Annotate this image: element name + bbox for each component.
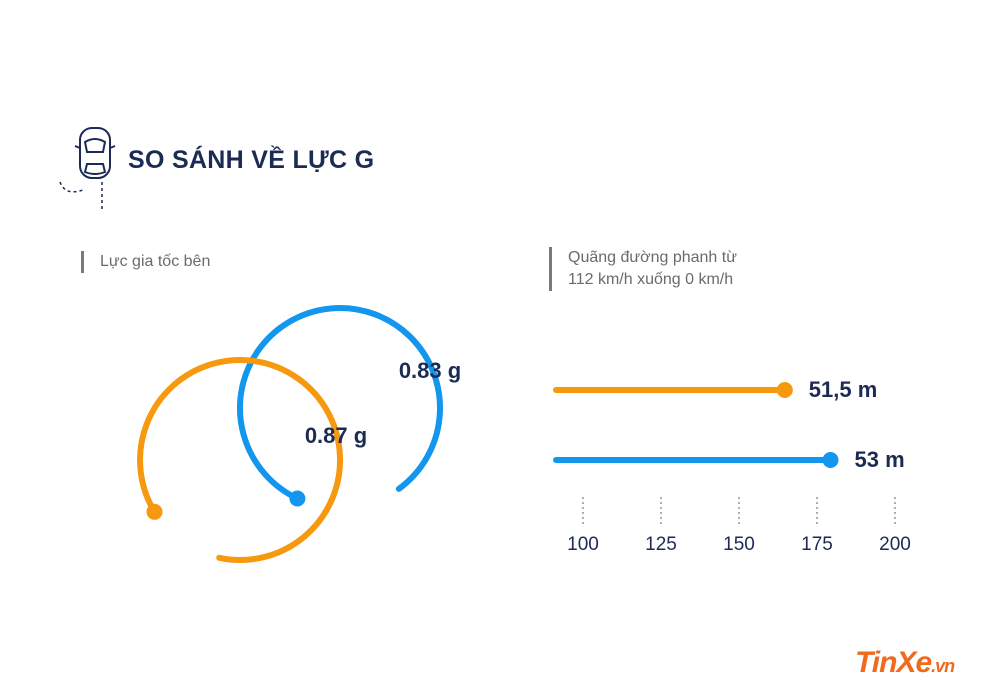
value-label-blue: 0.83 g [399,358,461,383]
watermark-logo: TinXe.vn [855,646,955,680]
x-tick-label-125: 125 [645,534,677,555]
watermark-suffix: .vn [931,656,955,676]
bar-value-label-blue: 53 m [855,447,905,472]
arc-orange [137,357,343,563]
x-tick-label-200: 200 [879,534,911,555]
arc-orange-end-dot [146,503,163,520]
page-title: SO SÁNH VỀ LỰC G [128,146,375,174]
value-label-orange: 0.87 g [305,423,367,448]
bar-end-dot-blue [822,452,839,468]
bars: 51,5 m 53 m [553,377,905,472]
watermark-brand: TinXe [855,646,932,679]
bar-value-label-orange: 51,5 m [809,377,878,402]
braking-label-line-2: 112 km/h xuống 0 km/h [568,271,734,288]
bar-end-dot-orange [776,382,793,398]
x-tick-label-175: 175 [801,534,833,555]
braking-label-line-1: Quãng đường phanh từ [568,249,737,266]
x-tick-label-100: 100 [567,534,599,555]
x-axis-ticks: 100 125 150 175 200 [567,497,911,555]
x-tick-label-150: 150 [723,534,755,555]
lateral-g-label: Lực gia tốc bên [81,251,210,273]
arc-blue [237,305,443,502]
arc-blue-end-dot [289,490,306,507]
braking-label: Quãng đường phanh từ 112 km/h xuống 0 km… [549,247,737,291]
car-top-icon [59,127,116,212]
